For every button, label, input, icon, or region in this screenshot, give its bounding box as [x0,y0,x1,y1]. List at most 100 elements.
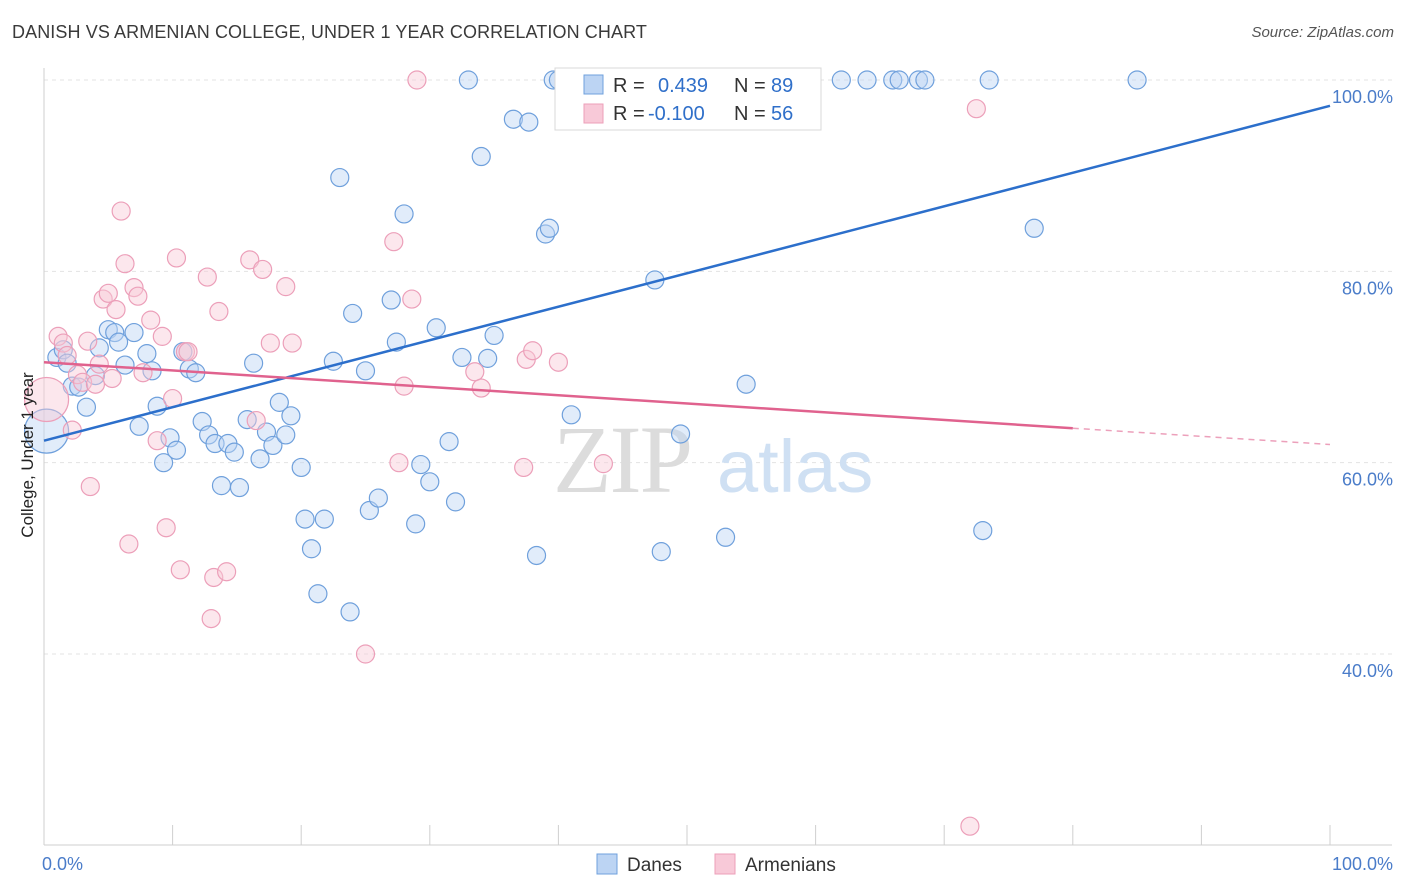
point-danes-66 [519,112,539,132]
legend-n-value-armenians: 56 [771,103,793,125]
point-danes-13 [124,322,144,343]
watermark-atlas: atlas [717,425,873,508]
point-danes-57 [426,318,446,338]
point-danes-37 [276,425,296,445]
trend-line-armenians [43,360,1073,430]
point-armenians-49 [514,457,534,478]
point-armenians-29 [178,342,198,362]
point-danes-78 [736,374,756,394]
legend-swatch-armenians [583,103,604,124]
point-danes-10 [105,322,125,343]
trend-lines [43,104,1331,446]
point-armenians-15 [111,201,131,221]
watermark-zip: ZIP [553,406,691,513]
point-armenians-51 [523,341,543,361]
series-legend-swatch-armenians [714,853,736,875]
point-armenians-2 [53,333,73,353]
point-danes-51 [381,290,401,310]
y-tick-label-2: 60.0% [1342,470,1393,490]
point-danes-41 [301,539,322,559]
point-danes-12 [115,355,135,375]
point-danes-77 [715,527,736,547]
point-danes-6 [76,397,97,417]
x-tick-label-1: 100.0% [1332,854,1393,874]
point-danes-47 [343,303,363,324]
tick-labels: 100.0% 80.0% 60.0% 40.0% 0.0% 100.0% [42,87,1393,874]
point-danes-18 [153,453,174,473]
point-danes-79 [831,70,851,90]
point-danes-65 [503,109,523,129]
stats-legend: R = 0.439 N = 89 R = -0.100 N = 56 [554,67,822,131]
point-armenians-35 [240,250,260,270]
point-armenians-17 [119,534,139,554]
point-danes-27 [211,476,232,496]
legend-swatch-danes [583,74,604,95]
point-armenians-19 [128,286,148,306]
point-armenians-7 [78,331,98,351]
point-danes-63 [478,348,498,368]
point-danes-61 [458,70,478,90]
point-danes-75 [651,542,671,562]
point-armenians-30 [197,267,217,287]
point-danes-38 [281,406,301,426]
series-legend-swatch-danes [596,853,618,875]
point-danes-0 [23,408,70,454]
point-danes-39 [291,457,311,478]
point-armenians-20 [133,363,153,383]
point-armenians-11 [93,289,113,309]
point-armenians-3 [57,345,77,366]
point-danes-50 [368,488,388,508]
point-armenians-12 [98,283,118,303]
point-armenians-0 [23,376,70,423]
point-danes-82 [889,70,909,90]
legend-n-label-danes: N = [734,75,766,97]
point-danes-83 [908,70,929,90]
point-danes-85 [973,520,993,541]
point-danes-53 [394,204,414,224]
point-armenians-26 [166,248,187,268]
point-danes-36 [269,392,289,412]
point-armenians-34 [217,562,237,582]
point-armenians-8 [80,476,100,497]
point-armenians-33 [209,301,229,322]
chart-title: DANISH VS ARMENIAN COLLEGE, UNDER 1 YEAR… [12,22,647,42]
point-danes-59 [445,492,466,512]
point-danes-29 [224,442,244,462]
point-danes-86 [979,70,999,90]
point-danes-67 [526,545,547,566]
point-danes-48 [355,361,376,381]
point-danes-54 [406,514,426,534]
point-danes-72 [561,405,581,425]
point-armenians-23 [152,326,172,346]
point-danes-40 [295,509,315,529]
data-points [23,70,1147,836]
point-armenians-39 [276,277,296,297]
point-danes-8 [89,338,109,358]
point-armenians-22 [147,431,167,451]
point-danes-32 [244,353,264,373]
point-armenians-42 [384,232,404,252]
point-armenians-27 [170,560,190,580]
point-armenians-31 [201,609,221,629]
point-danes-76 [670,424,691,444]
point-danes-43 [314,509,334,529]
point-danes-35 [263,435,283,456]
point-danes-84 [915,70,935,90]
point-danes-56 [420,472,440,492]
source-credit: Source: ZipAtlas.com [1251,24,1394,41]
trend-line-danes [43,104,1331,442]
point-armenians-14 [106,300,126,320]
point-armenians-38 [260,333,280,353]
y-tick-label-0: 100.0% [1332,87,1393,107]
point-danes-15 [137,344,157,364]
point-danes-30 [229,477,250,498]
point-armenians-41 [355,644,376,664]
point-armenians-40 [282,333,302,353]
point-danes-55 [411,454,431,475]
legend-n-label-armenians: N = [734,103,766,125]
y-tick-label-1: 80.0% [1342,278,1393,298]
point-armenians-52 [548,352,569,372]
trend-line-extension-armenians [1072,427,1331,446]
point-armenians-4 [62,420,82,440]
